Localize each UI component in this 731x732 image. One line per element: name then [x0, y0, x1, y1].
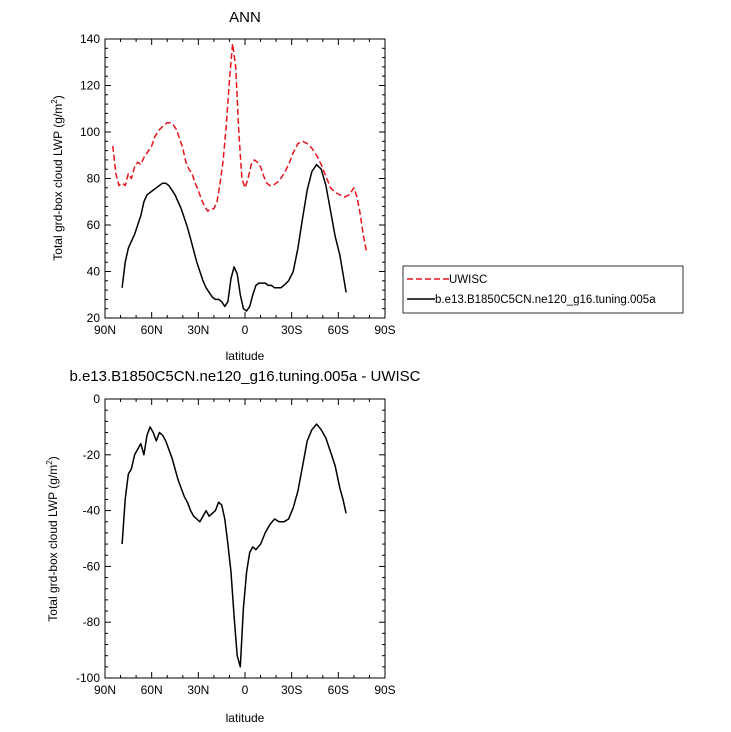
bottom-chart-ytick-label: -100 [76, 671, 100, 685]
top-chart-title: ANN [229, 9, 261, 26]
bottom-chart-ytick-label: -60 [83, 559, 101, 573]
top-chart-ytick-label: 20 [87, 311, 101, 325]
top-chart-lines [112, 42, 368, 312]
bottom-chart-xtick-label: 60N [141, 683, 163, 697]
top-chart-series-line-0 [112, 42, 368, 251]
top-chart-frame [104, 38, 386, 319]
legend-label-uwisc: UWISC [449, 274, 487, 286]
bottom-chart-xtick-label: 30N [187, 683, 209, 697]
bottom-chart-xtick-label: 90N [94, 683, 116, 697]
bottom-chart-xlabel: latitude [226, 711, 265, 725]
top-chart-xlabel: latitude [226, 349, 265, 363]
bottom-chart-xtick-label: 90S [374, 683, 395, 697]
bottom-chart-xtick-label: 0 [242, 683, 249, 697]
bottom-chart-ticks: 90N 60N 30N 0 30S 60S 90S -100 -80 -60 -40 -20 0 [76, 392, 396, 697]
bottom-chart-ytick-label: 0 [93, 392, 100, 406]
bottom-chart-xtick-label: 60S [328, 683, 349, 697]
bottom-chart-ylabel: Total grd-box cloud LWP (g/m2) [45, 456, 60, 621]
legend-label-model: b.e13.B1850C5CN.ne120_g16.tuning.005a [435, 294, 656, 306]
top-chart-xtick-label: 30N [187, 323, 209, 337]
bottom-chart-series-line-0 [121, 423, 347, 668]
top-chart-ylabel-end: ) [51, 95, 65, 99]
top-chart-xtick-label: 60S [328, 323, 349, 337]
top-chart-panel: ANN Total grd-box cloud LWP (g/m2) latit… [50, 9, 396, 363]
bottom-chart-lines [121, 423, 347, 668]
top-chart-xtick-label: 30S [281, 323, 302, 337]
bottom-chart-ytick-label: -40 [83, 504, 101, 518]
top-chart-ylabel-main: Total grd-box cloud LWP (g/m [51, 104, 65, 261]
top-chart-xtick-label: 0 [242, 323, 249, 337]
top-chart-ylabel: Total grd-box cloud LWP (g/m2) [50, 95, 65, 260]
legend: UWISC b.e13.B1850C5CN.ne120_g16.tuning.0… [402, 265, 684, 314]
top-chart-ytick-label: 40 [87, 265, 101, 279]
top-chart-ytick-label: 100 [80, 125, 100, 139]
bottom-chart-ylabel-main: Total grd-box cloud LWP (g/m [46, 465, 60, 622]
top-chart-ylabel-superscript: 2 [50, 99, 59, 104]
bottom-chart-ytick-label: -80 [83, 615, 101, 629]
top-chart-ticks: 90N 60N 30N 0 30S 60S 90S 20 40 60 80 100 120 140 [80, 32, 396, 337]
bottom-chart-frame [104, 398, 386, 679]
top-chart-ytick-label: 140 [80, 32, 100, 46]
top-chart-ytick-label: 60 [87, 218, 101, 232]
top-chart-ytick-label: 80 [87, 172, 101, 186]
bottom-chart-ytick-label: -20 [83, 448, 101, 462]
legend-box [402, 265, 684, 314]
bottom-chart-title: b.e13.B1850C5CN.ne120_g16.tuning.005a - … [69, 368, 420, 385]
bottom-chart-xtick-label: 30S [281, 683, 302, 697]
top-chart-xtick-label: 90S [374, 323, 395, 337]
top-chart-series-line-1 [121, 163, 347, 312]
bottom-chart-ylabel-superscript: 2 [45, 460, 54, 465]
top-chart-xtick-label: 60N [141, 323, 163, 337]
top-chart-ytick-label: 120 [80, 79, 100, 93]
bottom-chart-ylabel-end: ) [46, 456, 60, 460]
bottom-chart-panel: b.e13.B1850C5CN.ne120_g16.tuning.005a - … [45, 368, 421, 725]
top-chart-xtick-label: 90N [94, 323, 116, 337]
